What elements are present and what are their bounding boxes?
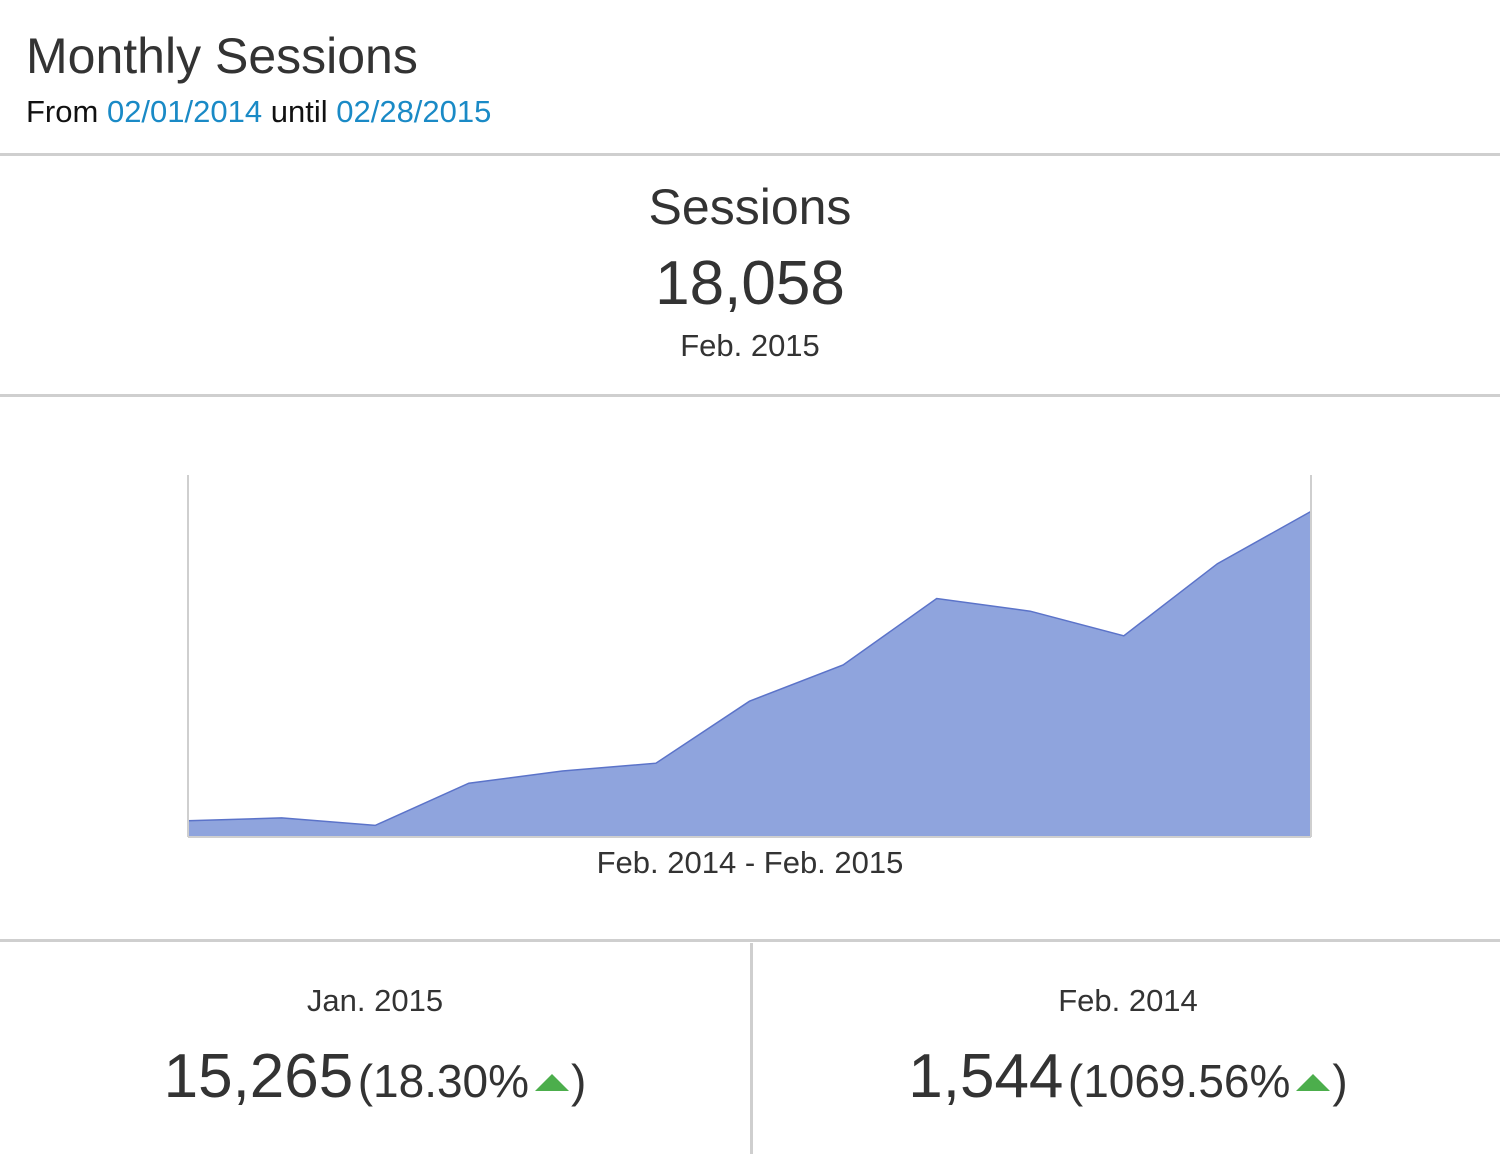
metric-divider [0, 394, 1500, 397]
start-date-link[interactable]: 02/01/2014 [106, 94, 263, 129]
report-header: Monthly Sessions From 02/01/2014 until 0… [26, 24, 491, 132]
comparison-period: Feb. 2014 [1058, 983, 1198, 1018]
chart-divider [0, 939, 1500, 942]
report-title: Monthly Sessions [26, 28, 418, 84]
comparison-divider [750, 943, 753, 1154]
until-label: until [270, 94, 328, 129]
comparison-change: (1069.56%) [1067, 1055, 1348, 1107]
chart-xlabel: Feb. 2014 - Feb. 2015 [596, 845, 904, 880]
metric-value: 18,058 [655, 249, 845, 318]
comparison-value: 15,265 [163, 1042, 354, 1111]
comparison-percent: 1069.56% [1083, 1055, 1291, 1107]
date-range: From 02/01/2014 until 02/28/2015 [26, 92, 491, 132]
comparison-value: 1,544 [908, 1042, 1064, 1111]
header-divider [0, 153, 1500, 156]
sessions-area-chart [187, 475, 1312, 838]
comparison-line: 15,265 (18.30%) [0, 1041, 750, 1112]
comparison-previous-year: Feb. 2014 1,544 (1069.56%) [753, 943, 1500, 1112]
comparison-change: (18.30%) [357, 1055, 587, 1107]
comparison-period: Jan. 2015 [306, 983, 444, 1018]
up-arrow-icon [535, 1074, 570, 1092]
up-arrow-icon [1296, 1074, 1331, 1092]
comparison-line: 1,544 (1069.56%) [753, 1041, 1500, 1112]
metric-period: Feb. 2015 [680, 328, 820, 363]
area-fill [188, 511, 1311, 837]
from-label: From [26, 94, 99, 129]
comparison-previous-month: Jan. 2015 15,265 (18.30%) [0, 943, 750, 1112]
end-date-link[interactable]: 02/28/2015 [336, 94, 492, 129]
comparison-percent: 18.30% [373, 1055, 530, 1107]
metric-name: Sessions [648, 179, 852, 235]
